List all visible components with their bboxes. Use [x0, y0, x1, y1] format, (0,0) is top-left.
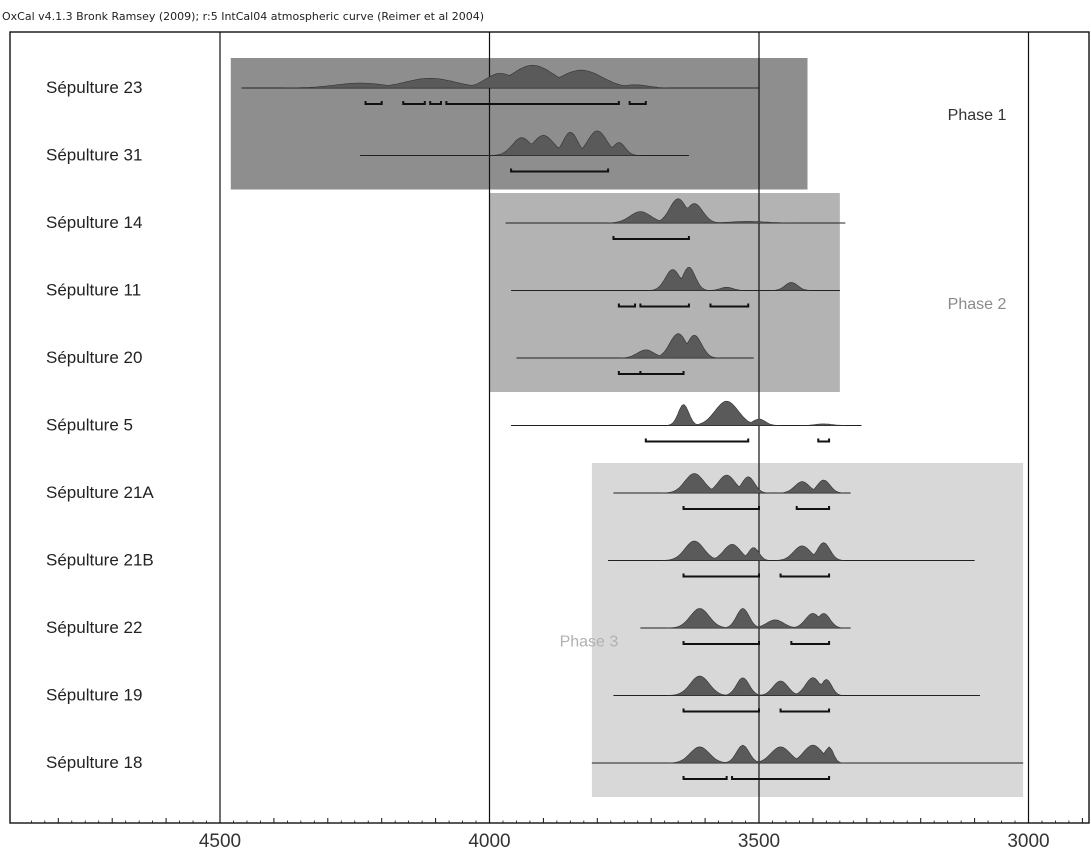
range-bracket	[779, 708, 831, 713]
range-bracket	[709, 303, 750, 308]
sample-label: Sépulture 21B	[46, 551, 154, 570]
x-axis: 4500 4000 3500 3000	[30, 814, 1083, 851]
plot-border	[9, 31, 1090, 824]
grid-lines	[219, 32, 1030, 823]
probability-distribution	[241, 64, 759, 89]
phase-label-3: Phase 3	[560, 634, 619, 651]
range-bracket	[628, 101, 647, 105]
sample-row: Sépulture 21B	[46, 540, 975, 578]
sample-row: Sépulture 23	[46, 64, 759, 105]
sample-label: Sépulture 21A	[46, 483, 154, 502]
tick-label: 3000	[1007, 831, 1049, 851]
sample-rows: Sépulture 23 Sépulture 31 Sépulture 14 Sépu…	[46, 64, 1024, 780]
phase-label-2: Phase 2	[948, 296, 1007, 313]
sample-row: Sépulture 21A	[46, 473, 851, 510]
sample-row: Sépulture 22	[46, 608, 851, 645]
sample-label: Sépulture 18	[46, 753, 142, 772]
sample-row: Sépulture 31	[46, 130, 689, 173]
phase-box-3	[591, 463, 1024, 797]
tick-label: 4500	[199, 831, 241, 851]
plot-frame	[9, 31, 1090, 824]
range-bracket	[639, 371, 685, 375]
range-bracket	[402, 101, 426, 105]
probability-distribution	[613, 675, 980, 696]
range-bracket	[731, 776, 831, 780]
sample-label: Sépulture 23	[46, 78, 142, 97]
range-bracket	[795, 506, 831, 510]
range-bracket	[639, 303, 690, 308]
probability-distribution	[516, 333, 754, 359]
tick-label: 4000	[468, 831, 510, 851]
range-bracket	[817, 438, 831, 443]
sample-row: Sépulture 18	[46, 744, 1024, 780]
range-bracket	[682, 776, 728, 780]
range-bracket	[790, 641, 831, 645]
probability-distribution	[511, 400, 862, 426]
sample-label: Sépulture 31	[46, 146, 142, 165]
range-bracket	[682, 641, 760, 645]
sample-label: Sépulture 19	[46, 686, 142, 705]
range-bracket	[429, 101, 442, 105]
range-bracket	[682, 506, 760, 510]
range-bracket	[510, 168, 610, 173]
oxcal-header: OxCal v4.1.3 Bronk Ramsey (2009); r:5 In…	[2, 10, 485, 23]
phase-box-2	[489, 193, 840, 392]
sample-row: Sépulture 5	[46, 400, 862, 443]
sample-label: Sépulture 22	[46, 618, 142, 637]
sample-row: Sépulture 11	[46, 266, 840, 308]
range-bracket	[617, 303, 637, 308]
sample-row: Sépulture 14	[46, 198, 846, 240]
sample-row: Sépulture 20	[46, 333, 754, 375]
range-bracket	[644, 438, 750, 443]
probability-distribution	[613, 473, 851, 494]
sample-label: Sépulture 5	[46, 416, 133, 435]
range-bracket	[364, 101, 383, 105]
sample-row: Sépulture 19	[46, 675, 980, 713]
sample-label: Sépulture 20	[46, 348, 142, 367]
range-bracket	[612, 236, 690, 240]
range-bracket	[682, 708, 760, 713]
tick-label: 3500	[738, 831, 780, 851]
range-bracket	[682, 573, 760, 578]
probability-distribution	[640, 608, 851, 629]
phase-label-1: Phase 1	[948, 107, 1007, 124]
probability-distribution	[511, 266, 840, 291]
sample-label: Sépulture 11	[46, 281, 141, 300]
probability-distribution	[360, 130, 689, 156]
sample-label: Sépulture 14	[46, 213, 142, 232]
phase-labels: Phase 1 Phase 2 Phase 3	[560, 107, 1007, 651]
probability-distribution	[591, 744, 1024, 764]
range-bracket	[779, 573, 831, 578]
probability-distribution	[608, 540, 975, 561]
phase-boxes	[230, 58, 1024, 797]
probability-distribution	[505, 198, 846, 224]
range-bracket	[445, 101, 620, 105]
